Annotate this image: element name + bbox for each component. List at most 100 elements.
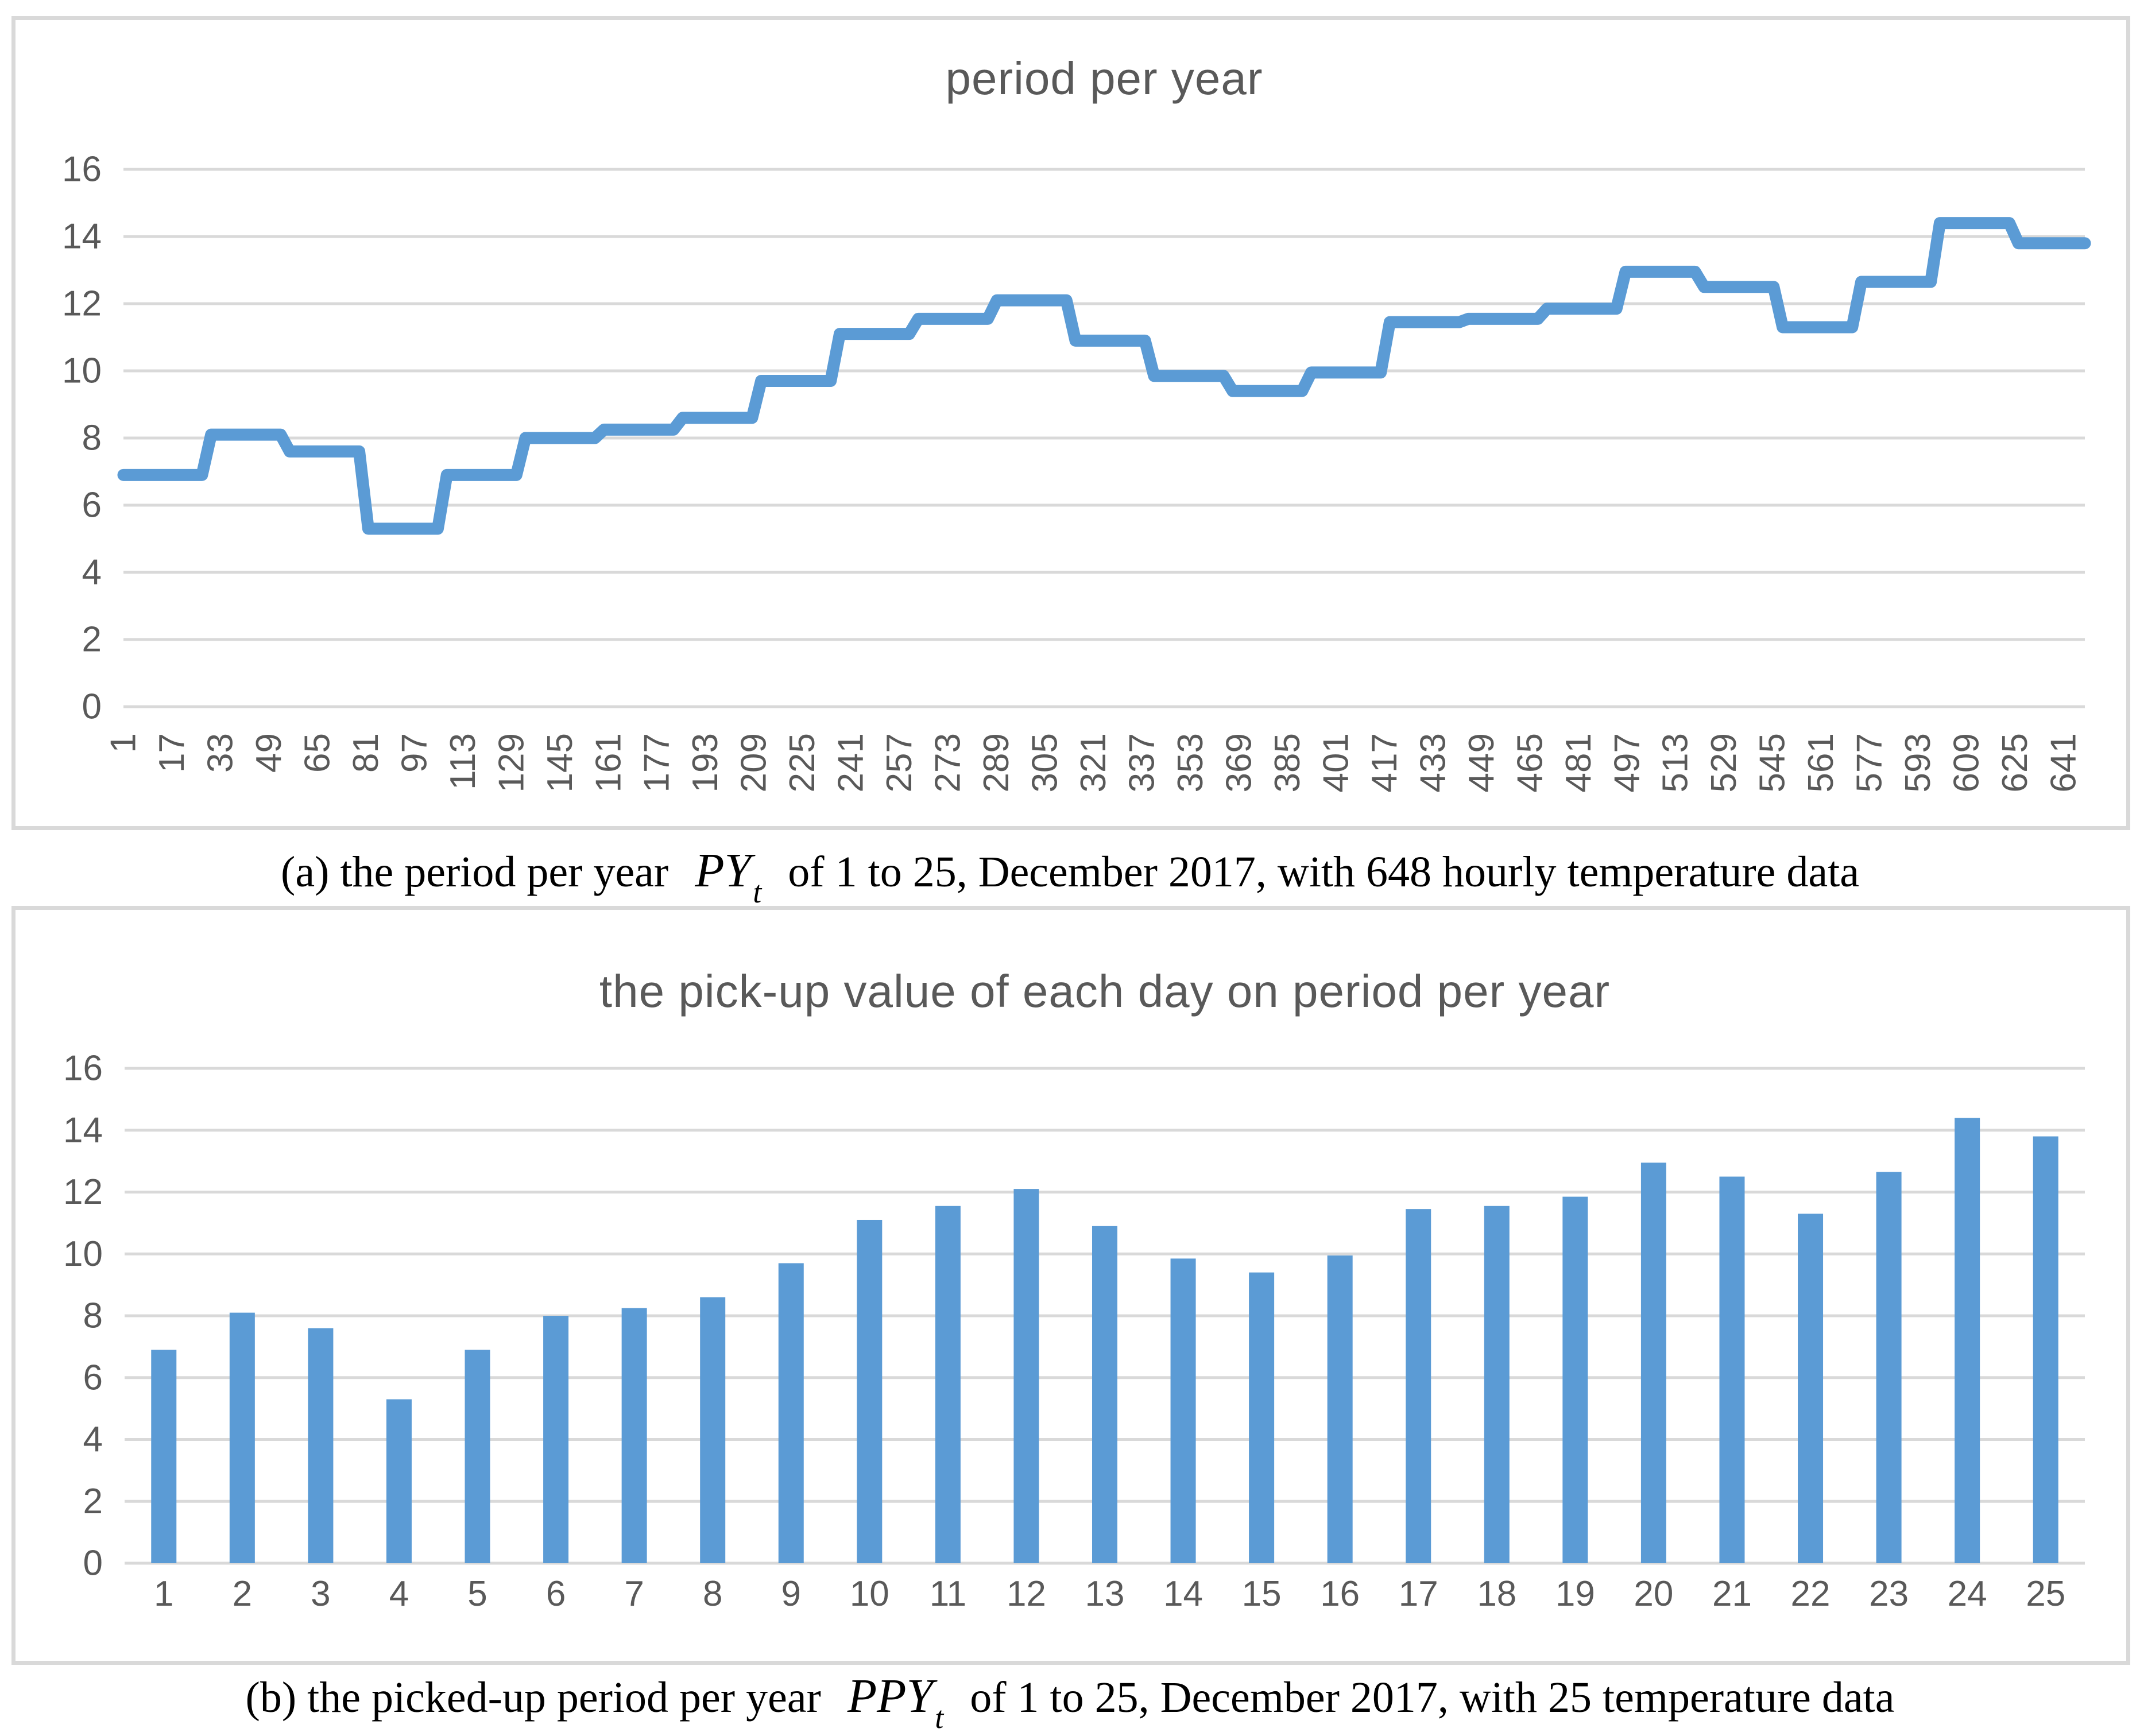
pick-up-value-bar bbox=[1876, 1172, 1902, 1563]
line-chart-panel: 16 14 12 10 8 6 4 2 0 1 17 33 49 65 81 97 113 129 145 161 17… bbox=[11, 16, 2130, 830]
x-axis-tick-label: 1 bbox=[154, 1574, 173, 1614]
x-axis-tick-label: 625 bbox=[1995, 733, 2035, 792]
x-axis-tick-label: 81 bbox=[346, 733, 386, 773]
caption-a: (a) the period per year PYt of 1 to 25, … bbox=[0, 843, 2140, 910]
pick-up-value-bar bbox=[1640, 1162, 1666, 1563]
x-axis-tick-label: 18 bbox=[1477, 1574, 1516, 1614]
x-axis-tick-label: 529 bbox=[1704, 733, 1744, 792]
x-axis-tick-label: 561 bbox=[1801, 733, 1841, 792]
x-axis-tick-label: 49 bbox=[249, 733, 289, 773]
y-axis-tick-label: 14 bbox=[62, 217, 102, 257]
y-axis-tick-label: 4 bbox=[82, 553, 102, 592]
pick-up-value-bar bbox=[935, 1206, 961, 1563]
pick-up-value-bar bbox=[1719, 1176, 1745, 1563]
x-axis-tick-label: 4 bbox=[389, 1574, 409, 1614]
pick-up-value-bar bbox=[2033, 1136, 2058, 1563]
x-axis-tick-label: 33 bbox=[200, 733, 240, 773]
y-axis-tick-label: 8 bbox=[83, 1296, 103, 1336]
y-axis-tick-label: 16 bbox=[63, 1049, 103, 1088]
y-axis-tick-label: 12 bbox=[62, 284, 102, 324]
pick-up-value-bar bbox=[543, 1316, 569, 1563]
x-axis-tick-label: 16 bbox=[1320, 1574, 1360, 1614]
caption-b: (b) the picked-up period per year PPYt o… bbox=[0, 1668, 2140, 1735]
x-axis-tick-label: 5 bbox=[467, 1574, 487, 1614]
x-axis-tick-label: 353 bbox=[1171, 733, 1210, 792]
x-axis-tick-label: 25 bbox=[2026, 1574, 2065, 1614]
x-axis-tick-label: 417 bbox=[1365, 733, 1404, 792]
x-axis-tick-label: 145 bbox=[540, 733, 580, 792]
caption-b-prefix: (b) the picked-up period per year bbox=[245, 1673, 821, 1722]
x-axis-tick-label: 305 bbox=[1026, 733, 1065, 792]
y-axis-tick-label: 16 bbox=[62, 150, 102, 189]
x-axis-tick-label: 23 bbox=[1869, 1574, 1909, 1614]
bar-chart-panel: 16 14 12 10 8 6 4 2 0 1 2 3 4 5 6 7 8 9 10 11 12 13 14 15 16 17 18… bbox=[11, 906, 2130, 1665]
x-axis-tick-label: 193 bbox=[686, 733, 725, 792]
y-axis-tick-label: 8 bbox=[82, 418, 102, 458]
pick-up-value-bar bbox=[778, 1263, 804, 1563]
x-axis-tick-label: 3 bbox=[311, 1574, 330, 1614]
x-axis-tick-label: 97 bbox=[394, 733, 434, 773]
caption-a-suffix: of 1 to 25, December 2017, with 648 hour… bbox=[788, 848, 1859, 896]
pick-up-value-bar bbox=[1484, 1206, 1510, 1563]
x-axis-tick-label: 11 bbox=[930, 1574, 966, 1614]
y-axis-tick-label: 4 bbox=[83, 1420, 103, 1459]
line-chart-canvas: 16 14 12 10 8 6 4 2 01 17 33 49 65 81 97 113 129 145 161 17… bbox=[62, 150, 2091, 792]
x-axis-tick-label: 9 bbox=[781, 1574, 801, 1614]
x-axis-tick-label: 10 bbox=[850, 1574, 889, 1614]
pick-up-value-bar bbox=[1955, 1118, 1980, 1563]
pick-up-value-bar bbox=[1249, 1272, 1275, 1563]
caption-a-math-symbol: PYt bbox=[695, 844, 762, 909]
pick-up-value-bar bbox=[308, 1328, 334, 1563]
y-axis-tick-label: 14 bbox=[63, 1110, 103, 1150]
x-axis-tick-label: 20 bbox=[1634, 1574, 1673, 1614]
x-axis-tick-label: 513 bbox=[1656, 733, 1696, 792]
x-axis-tick-label: 19 bbox=[1555, 1574, 1595, 1614]
x-axis-tick-label: 177 bbox=[637, 733, 677, 792]
pick-up-value-bar bbox=[151, 1350, 177, 1563]
x-axis-tick-label: 273 bbox=[928, 733, 968, 792]
x-axis-tick-label: 21 bbox=[1712, 1574, 1752, 1614]
y-axis-tick-label: 10 bbox=[62, 351, 102, 391]
x-axis-tick-label: 497 bbox=[1607, 733, 1647, 792]
x-axis-tick-label: 17 bbox=[152, 733, 192, 773]
x-axis-tick-label: 13 bbox=[1085, 1574, 1125, 1614]
x-axis-tick-label: 545 bbox=[1753, 733, 1793, 792]
pick-up-value-bar bbox=[1798, 1214, 1824, 1563]
x-axis-tick-label: 65 bbox=[297, 733, 337, 773]
period-per-year-step-line bbox=[117, 217, 2091, 535]
caption-b-math-symbol: PPYt bbox=[847, 1669, 944, 1735]
x-axis-tick-label: 369 bbox=[1219, 733, 1259, 792]
x-axis-tick-label: 641 bbox=[2044, 733, 2084, 792]
x-axis-tick-label: 12 bbox=[1007, 1574, 1046, 1614]
x-axis-tick-label: 17 bbox=[1399, 1574, 1438, 1614]
x-axis-tick-label: 6 bbox=[546, 1574, 566, 1614]
pick-up-value-bar bbox=[1327, 1255, 1353, 1563]
x-axis-tick-label: 22 bbox=[1791, 1574, 1831, 1614]
line-chart-title: period per year bbox=[945, 53, 1263, 104]
x-axis-tick-label: 593 bbox=[1898, 733, 1938, 792]
x-axis-tick-label: 209 bbox=[734, 733, 774, 792]
y-axis-tick-label: 2 bbox=[83, 1482, 103, 1521]
x-axis-tick-label: 8 bbox=[703, 1574, 722, 1614]
pick-up-value-bar bbox=[1092, 1226, 1117, 1563]
x-axis-tick-label: 129 bbox=[492, 733, 531, 792]
pick-up-value-bar bbox=[1013, 1189, 1039, 1563]
x-axis-tick-label: 385 bbox=[1268, 733, 1307, 792]
x-axis-tick-label: 577 bbox=[1850, 733, 1890, 792]
caption-a-prefix: (a) the period per year bbox=[281, 848, 669, 896]
pick-up-value-bar bbox=[700, 1297, 726, 1563]
x-axis-tick-label: 321 bbox=[1074, 733, 1113, 792]
x-axis-tick-label: 609 bbox=[1947, 733, 1987, 792]
y-axis-tick-label: 6 bbox=[83, 1358, 103, 1397]
y-axis-tick-label: 0 bbox=[82, 687, 102, 727]
x-axis-tick-label: 161 bbox=[589, 733, 628, 792]
x-axis-tick-label: 289 bbox=[977, 733, 1016, 792]
x-axis-tick-label: 401 bbox=[1316, 733, 1356, 792]
y-axis-tick-label: 10 bbox=[63, 1234, 103, 1274]
x-axis-tick-label: 225 bbox=[783, 733, 822, 792]
x-axis-tick-label: 449 bbox=[1462, 733, 1502, 792]
x-axis-tick-label: 7 bbox=[624, 1574, 644, 1614]
x-axis-tick-label: 481 bbox=[1559, 733, 1599, 792]
